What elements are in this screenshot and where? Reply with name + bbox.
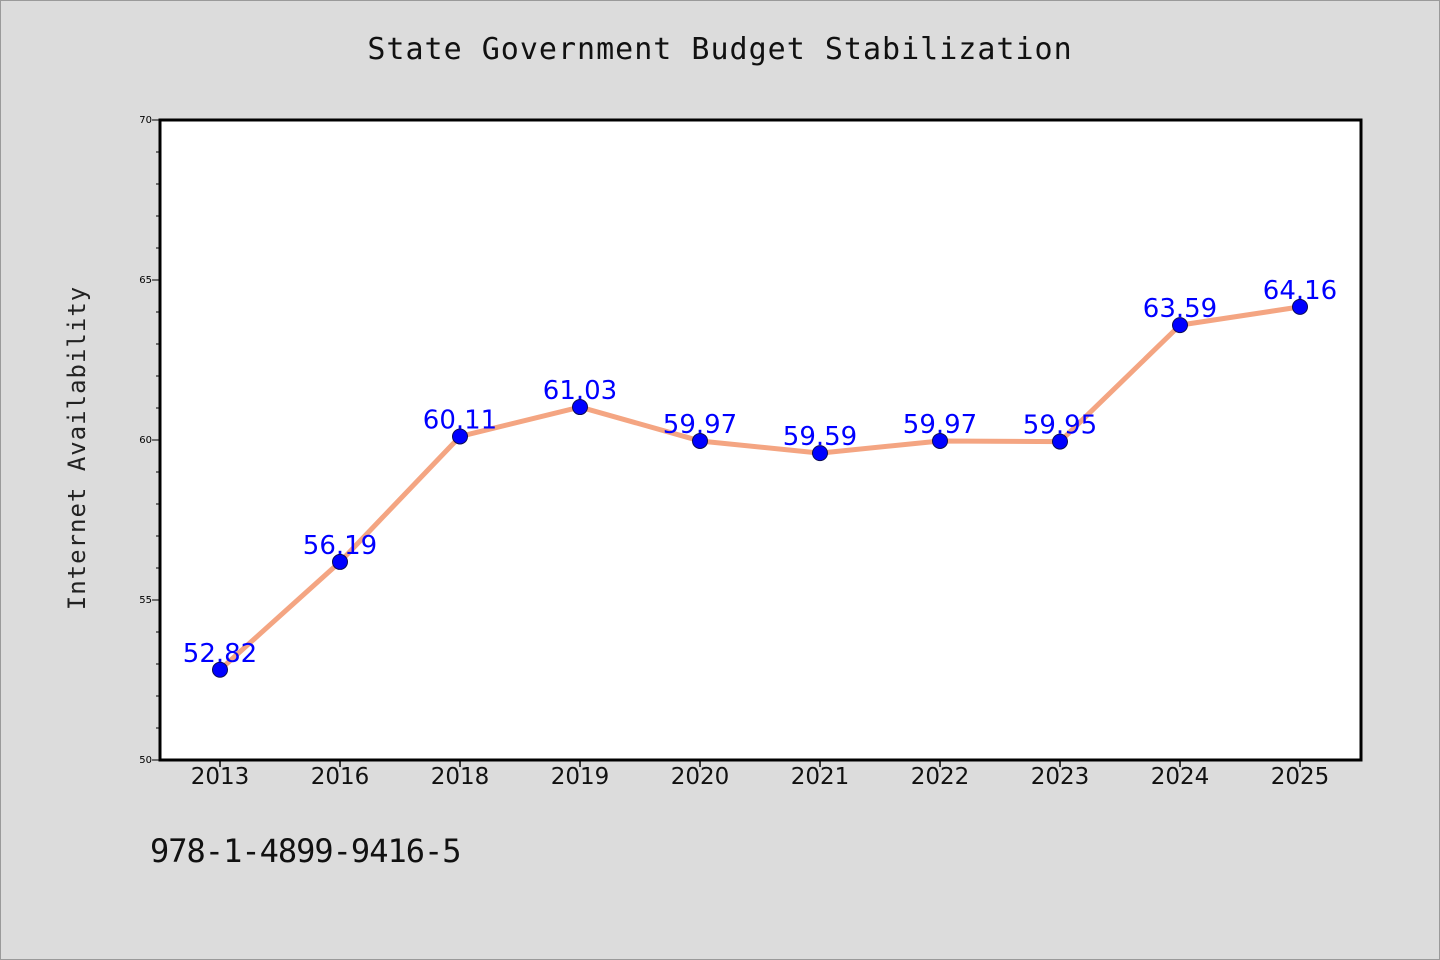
x-tick-label: 2016 bbox=[311, 764, 370, 790]
x-axis: 2013 2016 2018 2019 2020 2021 2022 2023 2024 2025 bbox=[191, 760, 1330, 790]
y-tick-label: 55 bbox=[139, 595, 152, 606]
x-tick-label: 2021 bbox=[791, 764, 850, 790]
y-tick-label: 60 bbox=[139, 435, 152, 446]
data-label: 64.16 bbox=[1263, 276, 1337, 306]
data-point bbox=[332, 553, 348, 570]
x-tick-label: 2020 bbox=[671, 764, 730, 790]
data-label: 59.97 bbox=[663, 410, 737, 440]
plot-area bbox=[158, 118, 1363, 762]
x-tick-label: 2025 bbox=[1271, 764, 1330, 790]
data-point bbox=[692, 432, 708, 449]
x-tick-label: 2022 bbox=[911, 764, 970, 790]
data-label: 61.03 bbox=[543, 376, 617, 406]
y-axis: 50 55 60 65 70 bbox=[139, 115, 160, 766]
y-axis-label: Internet Availability bbox=[63, 285, 91, 611]
chart-title: State Government Budget Stabilization bbox=[367, 32, 1073, 67]
x-tick-label: 2013 bbox=[191, 764, 250, 790]
data-label: 60.11 bbox=[423, 405, 497, 435]
data-label: 52.82 bbox=[183, 639, 257, 669]
series-line bbox=[217, 304, 1303, 673]
x-tick-label: 2018 bbox=[431, 764, 490, 790]
x-tick-label: 2023 bbox=[1031, 764, 1090, 790]
data-label: 59.95 bbox=[1023, 411, 1097, 441]
series-layer: 52.82 56.19 60.11 61.03 59.97 59.59 59.97 59.95… bbox=[183, 276, 1337, 678]
data-point bbox=[1052, 433, 1068, 450]
data-point bbox=[812, 445, 828, 462]
x-tick-label: 2024 bbox=[1151, 764, 1210, 790]
data-point bbox=[932, 432, 948, 449]
data-label: 59.59 bbox=[783, 422, 857, 452]
data-label: 56.19 bbox=[303, 531, 377, 561]
data-point bbox=[452, 428, 468, 445]
x-tick-label: 2019 bbox=[551, 764, 610, 790]
data-point bbox=[1292, 298, 1308, 315]
y-tick-label: 50 bbox=[139, 755, 152, 766]
y-tick-label: 70 bbox=[139, 115, 152, 126]
data-point bbox=[1172, 317, 1188, 334]
isbn-text: 978-1-4899-9416-5 bbox=[150, 832, 462, 870]
data-point bbox=[212, 661, 228, 678]
data-point bbox=[572, 399, 588, 416]
data-label: 59.97 bbox=[903, 410, 977, 440]
y-tick-label: 65 bbox=[139, 275, 152, 286]
data-label: 63.59 bbox=[1143, 294, 1217, 324]
